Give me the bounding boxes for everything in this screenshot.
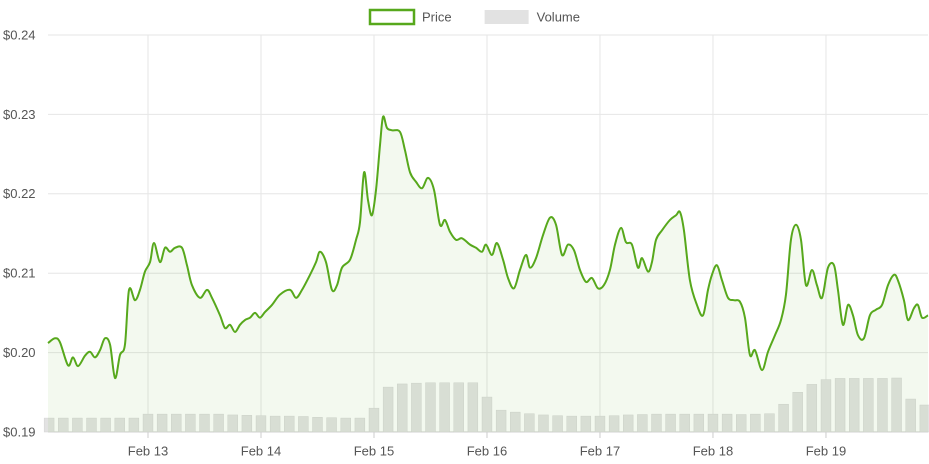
volume-bar xyxy=(213,413,224,433)
price-line xyxy=(47,115,929,380)
price-area xyxy=(48,116,928,432)
x-tick-label: Feb 15 xyxy=(354,443,394,458)
volume-bar xyxy=(467,382,479,433)
volume-bar xyxy=(312,417,323,433)
volume-bar xyxy=(566,415,577,433)
volume-bar xyxy=(608,415,620,433)
volume-bar xyxy=(637,414,648,433)
volume-bar xyxy=(86,417,97,433)
volume-bar xyxy=(919,404,929,433)
volume-bar xyxy=(580,415,592,433)
volume-bar xyxy=(142,413,154,433)
volume-bar xyxy=(284,415,295,433)
volume-bar xyxy=(72,417,83,433)
volume-bar xyxy=(693,413,705,433)
y-tick-label: $0.19 xyxy=(3,424,36,439)
y-tick-label: $0.22 xyxy=(3,186,36,201)
legend-label[interactable]: Price xyxy=(422,9,452,24)
x-tick-label: Feb 18 xyxy=(693,443,733,458)
volume-bar xyxy=(820,379,832,433)
volume-bar xyxy=(764,413,775,433)
legend-swatch[interactable] xyxy=(368,8,416,26)
volume-bar xyxy=(623,414,634,433)
volume-bar xyxy=(227,414,238,433)
volume-bar xyxy=(411,382,422,433)
y-tick-label: $0.24 xyxy=(3,27,36,42)
volume-bar xyxy=(58,417,69,433)
volume-bar xyxy=(594,415,606,433)
y-tick-label: $0.20 xyxy=(3,345,36,360)
volume-bar xyxy=(185,413,196,433)
volume-bar xyxy=(298,416,309,433)
volume-bar xyxy=(495,409,507,433)
volume-bar xyxy=(877,378,888,433)
volume-bar xyxy=(721,413,733,433)
volume-bar xyxy=(199,413,210,433)
volume-bar xyxy=(340,417,351,433)
y-tick-label: $0.21 xyxy=(3,266,36,281)
x-tick-label: Feb 17 xyxy=(580,443,620,458)
volume-bar xyxy=(792,392,803,433)
volume-bar xyxy=(665,413,676,433)
volume-bar xyxy=(806,384,818,433)
x-tick-label: Feb 19 xyxy=(806,443,846,458)
volume-bar xyxy=(397,383,408,433)
volume-bar xyxy=(707,413,719,433)
volume-bar xyxy=(128,417,140,433)
volume-bar xyxy=(524,413,535,433)
y-tick-label: $0.23 xyxy=(3,107,36,122)
volume-bar xyxy=(538,414,549,433)
volume-bar xyxy=(156,413,168,433)
volume-bar xyxy=(439,382,450,433)
volume-bar xyxy=(651,413,662,433)
legend-swatch[interactable] xyxy=(484,10,529,24)
volume-bar xyxy=(736,414,747,433)
volume-bar xyxy=(481,396,493,433)
volume-bar xyxy=(834,378,846,433)
volume-bar xyxy=(510,411,521,433)
volume-bar xyxy=(354,417,366,433)
volume-bar xyxy=(326,417,337,433)
volume-bar xyxy=(905,398,916,433)
x-tick-label: Feb 14 xyxy=(241,443,281,458)
legend-label[interactable]: Volume xyxy=(537,9,580,24)
volume-bar xyxy=(863,378,874,433)
volume-bar xyxy=(269,415,281,433)
volume-bar xyxy=(425,382,436,433)
volume-bar xyxy=(368,407,380,433)
volume-bar xyxy=(100,417,111,433)
volume-bar xyxy=(552,415,563,433)
volume-bar xyxy=(255,415,267,433)
volume-bar xyxy=(849,378,860,433)
volume-bar xyxy=(241,415,253,433)
x-tick-label: Feb 13 xyxy=(128,443,168,458)
volume-bar xyxy=(679,413,690,433)
volume-bar xyxy=(114,417,125,433)
volume-bar xyxy=(750,413,761,433)
volume-bar xyxy=(891,377,902,433)
volume-bar xyxy=(382,386,394,433)
volume-bar xyxy=(453,382,464,433)
x-tick-label: Feb 16 xyxy=(467,443,507,458)
volume-bar xyxy=(171,413,182,433)
volume-bar xyxy=(43,417,55,433)
volume-bar xyxy=(778,403,789,433)
